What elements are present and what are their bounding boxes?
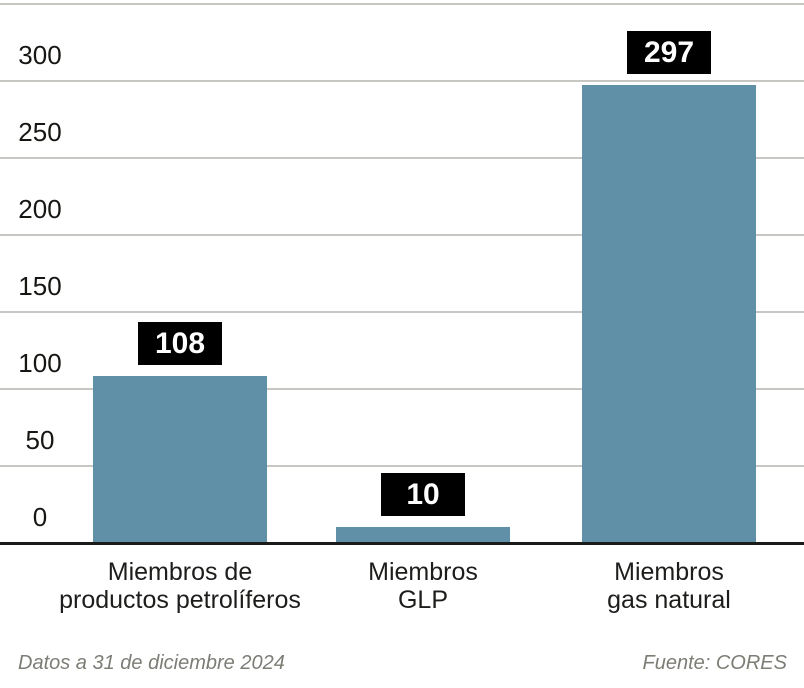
category-label-line: gas natural (607, 586, 731, 614)
gridline-250 (0, 157, 804, 159)
category-label-line: Miembros (614, 558, 724, 586)
gridline-200 (0, 234, 804, 236)
category-label-line: productos petrolíferos (59, 586, 301, 614)
gridline-50 (0, 465, 804, 467)
bar-2 (582, 85, 756, 542)
value-badge-1: 10 (381, 473, 465, 516)
category-label-line: Miembros (368, 558, 478, 586)
gridline-150 (0, 311, 804, 313)
y-tick-label-300: 300 (18, 40, 62, 70)
gridline-350 (0, 3, 804, 5)
category-label-line: GLP (397, 586, 449, 614)
category-label-2: Miembros gas natural (504, 558, 804, 614)
category-label-0: Miembros de productos petrolíferos (15, 558, 345, 614)
bar-1 (336, 527, 510, 542)
category-label-1: Miembros GLP (258, 558, 588, 614)
footer-source: Fuente: CORES (642, 652, 787, 674)
value-badge-2: 297 (627, 31, 711, 74)
bar-0 (93, 376, 267, 542)
footer-note: Datos a 31 de diciembre 2024 (18, 652, 285, 674)
y-tick-label-250: 250 (18, 117, 62, 147)
y-tick-label-150: 150 (18, 271, 62, 301)
x-axis-line (0, 542, 804, 545)
y-tick-label-100: 100 (18, 348, 62, 378)
gridline-100 (0, 388, 804, 390)
gridline-300 (0, 80, 804, 82)
y-tick-label-50: 50 (25, 425, 55, 455)
value-badge-0: 108 (138, 322, 222, 365)
y-tick-label-0: 0 (32, 502, 48, 532)
y-tick-label-200: 200 (18, 194, 62, 224)
category-label-line: Miembros de (107, 558, 253, 586)
